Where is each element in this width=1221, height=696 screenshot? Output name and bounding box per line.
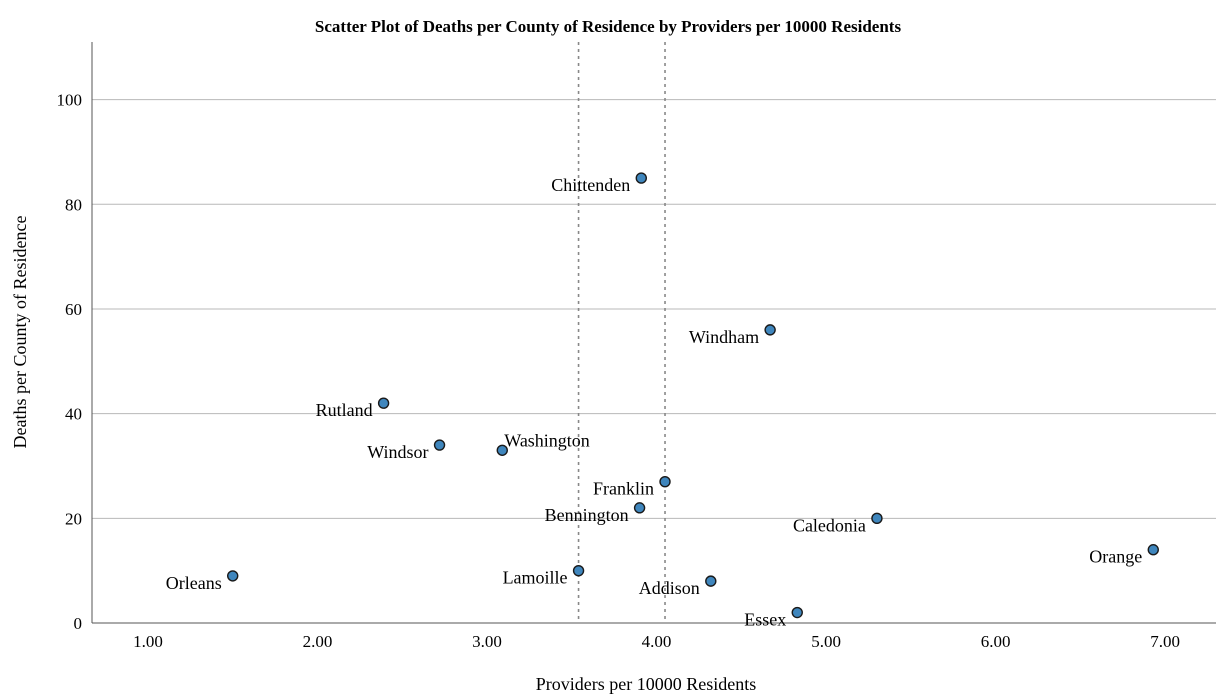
x-tick-label: 5.00 xyxy=(811,632,841,651)
x-tick-label: 2.00 xyxy=(303,632,333,651)
point-label: Essex xyxy=(744,610,786,630)
data-point xyxy=(635,172,647,184)
y-tick-label: 60 xyxy=(65,300,82,319)
y-tick-labels: 0 20 40 60 80 100 xyxy=(57,91,83,633)
data-point xyxy=(227,570,239,582)
point-label: Addison xyxy=(639,578,700,598)
y-tick-label: 80 xyxy=(65,195,82,214)
point-label: Caledonia xyxy=(793,515,866,535)
point-label: Windsor xyxy=(367,442,428,462)
data-point xyxy=(764,324,776,336)
point-label: Orleans xyxy=(166,573,222,593)
point-label: Orange xyxy=(1089,547,1142,567)
x-tick-label: 1.00 xyxy=(133,632,163,651)
data-point xyxy=(871,512,883,525)
point-label: Washington xyxy=(504,430,590,450)
point-label: Lamoille xyxy=(503,568,568,588)
y-axis-label: Deaths per County of Residence xyxy=(10,216,30,449)
x-tick-label: 4.00 xyxy=(642,632,672,651)
data-point xyxy=(705,575,717,587)
y-tick-label: 0 xyxy=(74,614,83,633)
x-tick-label: 7.00 xyxy=(1150,632,1180,651)
data-point xyxy=(496,444,508,456)
point-label: Chittenden xyxy=(551,175,630,195)
y-tick-label: 20 xyxy=(65,509,82,528)
x-tick-label: 3.00 xyxy=(472,632,502,651)
data-point xyxy=(572,564,585,577)
gridlines xyxy=(92,99,1216,519)
data-point xyxy=(1147,544,1159,556)
x-axis-label: Providers per 10000 Residents xyxy=(536,674,756,694)
y-tick-label: 40 xyxy=(65,405,82,424)
y-tick-label: 100 xyxy=(57,91,83,110)
reference-lines xyxy=(577,42,666,623)
data-point xyxy=(377,397,390,409)
data-point xyxy=(433,439,446,451)
chart-title: Scatter Plot of Deaths per County of Res… xyxy=(315,17,902,36)
data-point xyxy=(791,606,803,619)
data-point xyxy=(659,475,671,488)
point-label: Bennington xyxy=(545,505,629,525)
x-tick-labels: 1.00 2.00 3.00 4.00 5.00 6.00 7.00 xyxy=(133,632,1180,651)
point-label: Franklin xyxy=(593,479,654,499)
point-label: Windham xyxy=(689,327,759,347)
data-point xyxy=(633,502,646,514)
point-label: Rutland xyxy=(316,400,373,420)
x-tick-label: 6.00 xyxy=(981,632,1011,651)
data-points: Chittenden Windham Rutland Windsor Washingto… xyxy=(166,172,1159,630)
